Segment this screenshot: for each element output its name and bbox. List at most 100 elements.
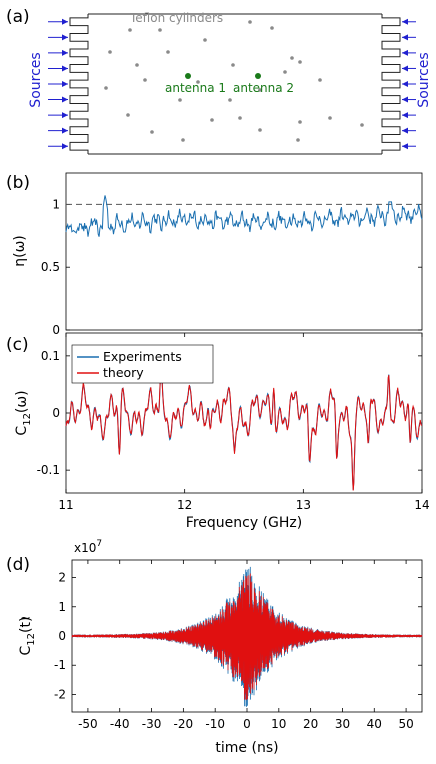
teflon-cylinder (318, 78, 322, 82)
xtick-label: 20 (303, 717, 318, 731)
teflon-cylinder (258, 88, 262, 92)
panel-d-xlabel: time (ns) (215, 740, 278, 756)
teflon-label: Teflon cylinders (129, 11, 223, 25)
panel-d-ylabel-tilde: ~ (20, 611, 31, 626)
xtick-label: -50 (78, 717, 98, 731)
xtick-label: 30 (335, 717, 350, 731)
xtick-label: -30 (142, 717, 162, 731)
teflon-cylinder (248, 20, 252, 24)
antenna-2-marker (255, 73, 261, 79)
xtick-label: -20 (174, 717, 194, 731)
source-arrowhead-left (62, 96, 68, 103)
ytick-label: 0 (52, 406, 60, 420)
antenna-1-marker (185, 73, 191, 79)
teflon-cylinder (270, 26, 274, 30)
source-arrowhead-right (402, 96, 408, 103)
panel-b-eta-line (65, 195, 423, 237)
source-arrowhead-left (62, 143, 68, 150)
teflon-cylinder (283, 70, 287, 74)
cavity-right-wall (381, 14, 401, 154)
panel-d-xticks: -50 -40 -30 -20 -10 0 10 20 30 40 50 (78, 560, 414, 731)
panel-d-scale: x107 (74, 539, 102, 555)
xtick-label: 10 (271, 717, 286, 731)
ytick-label: 0 (52, 323, 60, 337)
teflon-cylinder (328, 116, 332, 120)
sources-left-label: Sources (28, 52, 44, 107)
panel-b-label: (b) (6, 173, 30, 193)
teflon-cylinder (196, 80, 200, 84)
xtick-label: 13 (296, 498, 311, 512)
panel-c-label: (c) (6, 335, 29, 355)
ytick-label: 0 (58, 629, 66, 643)
legend-experiments-label: Experiments (103, 349, 182, 364)
source-arrowhead-left (62, 34, 68, 41)
source-arrowhead-left (62, 81, 68, 87)
teflon-cylinder (228, 98, 232, 102)
panel-c-yticks: -0.1 0 0.1 (37, 349, 422, 477)
panel-c-legend: Experiments theory (71, 344, 214, 384)
teflon-cylinder (290, 56, 294, 60)
teflon-cylinder (231, 63, 235, 67)
ytick-label: -1 (54, 658, 66, 672)
ytick-label: 0.5 (41, 260, 60, 274)
teflon-cylinder (360, 123, 364, 127)
teflon-cylinder (178, 98, 182, 102)
sources-right-label: Sources (416, 52, 432, 107)
xtick-label: 12 (177, 498, 192, 512)
teflon-cylinder (166, 50, 170, 54)
source-arrowhead-right (402, 65, 408, 72)
source-arrowhead-right (402, 34, 408, 41)
xtick-label: 14 (414, 498, 429, 512)
source-arrowhead-right (402, 18, 408, 25)
xtick-label: -10 (205, 717, 225, 731)
teflon-cylinder (104, 86, 108, 90)
teflon-cylinder (210, 118, 214, 122)
source-arrowhead-right (402, 49, 408, 56)
teflon-cylinder (158, 28, 162, 32)
cavity-left-wall (69, 14, 89, 154)
teflon-cylinder (238, 116, 242, 120)
panel-a-label: (a) (6, 7, 30, 27)
teflon-cylinder (298, 60, 302, 64)
panel-d-theory-trace (71, 573, 423, 701)
ytick-label: 1 (52, 197, 60, 211)
xtick-label: 11 (58, 498, 73, 512)
panel-c-xticks: 11 12 13 14 (58, 333, 430, 512)
panel-c-experiments-line (65, 368, 423, 490)
source-arrowhead-left (62, 49, 68, 56)
ytick-label: -0.1 (37, 463, 60, 477)
legend-box (71, 344, 214, 384)
teflon-cylinder (108, 50, 112, 54)
xtick-label: 0 (243, 717, 251, 731)
source-arrowhead-left (62, 127, 68, 134)
teflon-cylinder (135, 63, 139, 67)
antenna-1-label: antenna 1 (165, 81, 226, 95)
panel-c-xlabel: Frequency (GHz) (186, 515, 302, 531)
ytick-label: -2 (54, 687, 66, 701)
ytick-label: 2 (58, 571, 66, 585)
teflon-cylinder (128, 28, 132, 32)
ytick-label: 0.1 (41, 349, 60, 363)
cavity-diagram (48, 13, 416, 155)
source-arrowhead-left (62, 112, 68, 119)
panel-b-axes (65, 172, 423, 331)
teflon-cylinder (258, 128, 262, 132)
teflon-cylinder (203, 38, 207, 42)
source-arrowhead-right (402, 81, 408, 87)
xtick-label: 40 (367, 717, 382, 731)
teflon-cylinder (126, 113, 130, 117)
source-arrowhead-right (402, 112, 408, 119)
xtick-label: -40 (110, 717, 130, 731)
teflon-cylinder (150, 130, 154, 134)
source-arrowhead-left (62, 18, 68, 25)
teflon-cylinder (143, 78, 147, 82)
panel-d-ylabel: C12(t) (18, 617, 37, 656)
teflon-cylinder (181, 138, 185, 142)
panel-c-theory-line (65, 366, 423, 491)
teflon-cylinder (296, 138, 300, 142)
panel-c-ylabel: C12(ω) (14, 390, 33, 435)
legend-theory-label: theory (103, 365, 144, 380)
source-arrowhead-right (402, 143, 408, 150)
teflon-cylinder (298, 120, 302, 124)
